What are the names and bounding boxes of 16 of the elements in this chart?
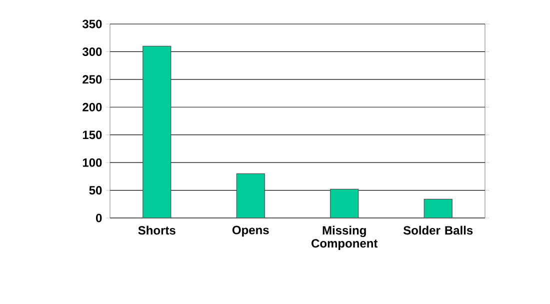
y-tick-label: 350 [82, 20, 102, 28]
bar [424, 198, 452, 218]
x-tick-label: Solder Balls [403, 226, 473, 235]
y-tick-label: 250 [82, 75, 102, 84]
bar [142, 46, 172, 218]
x-tick-label: Shorts [138, 226, 176, 235]
y-tick-label: 200 [82, 102, 102, 112]
bar [330, 188, 359, 218]
bar [236, 173, 265, 218]
x-tick-label: Missing Component [312, 226, 378, 250]
y-tick-label: 100 [82, 158, 102, 167]
y-tick-label: 300 [82, 47, 102, 56]
y-tick-label: 50 [89, 186, 102, 195]
y-tick-label: 0 [96, 214, 102, 222]
x-tick-label: Opens [232, 226, 269, 237]
y-tick-label: 150 [82, 130, 102, 140]
